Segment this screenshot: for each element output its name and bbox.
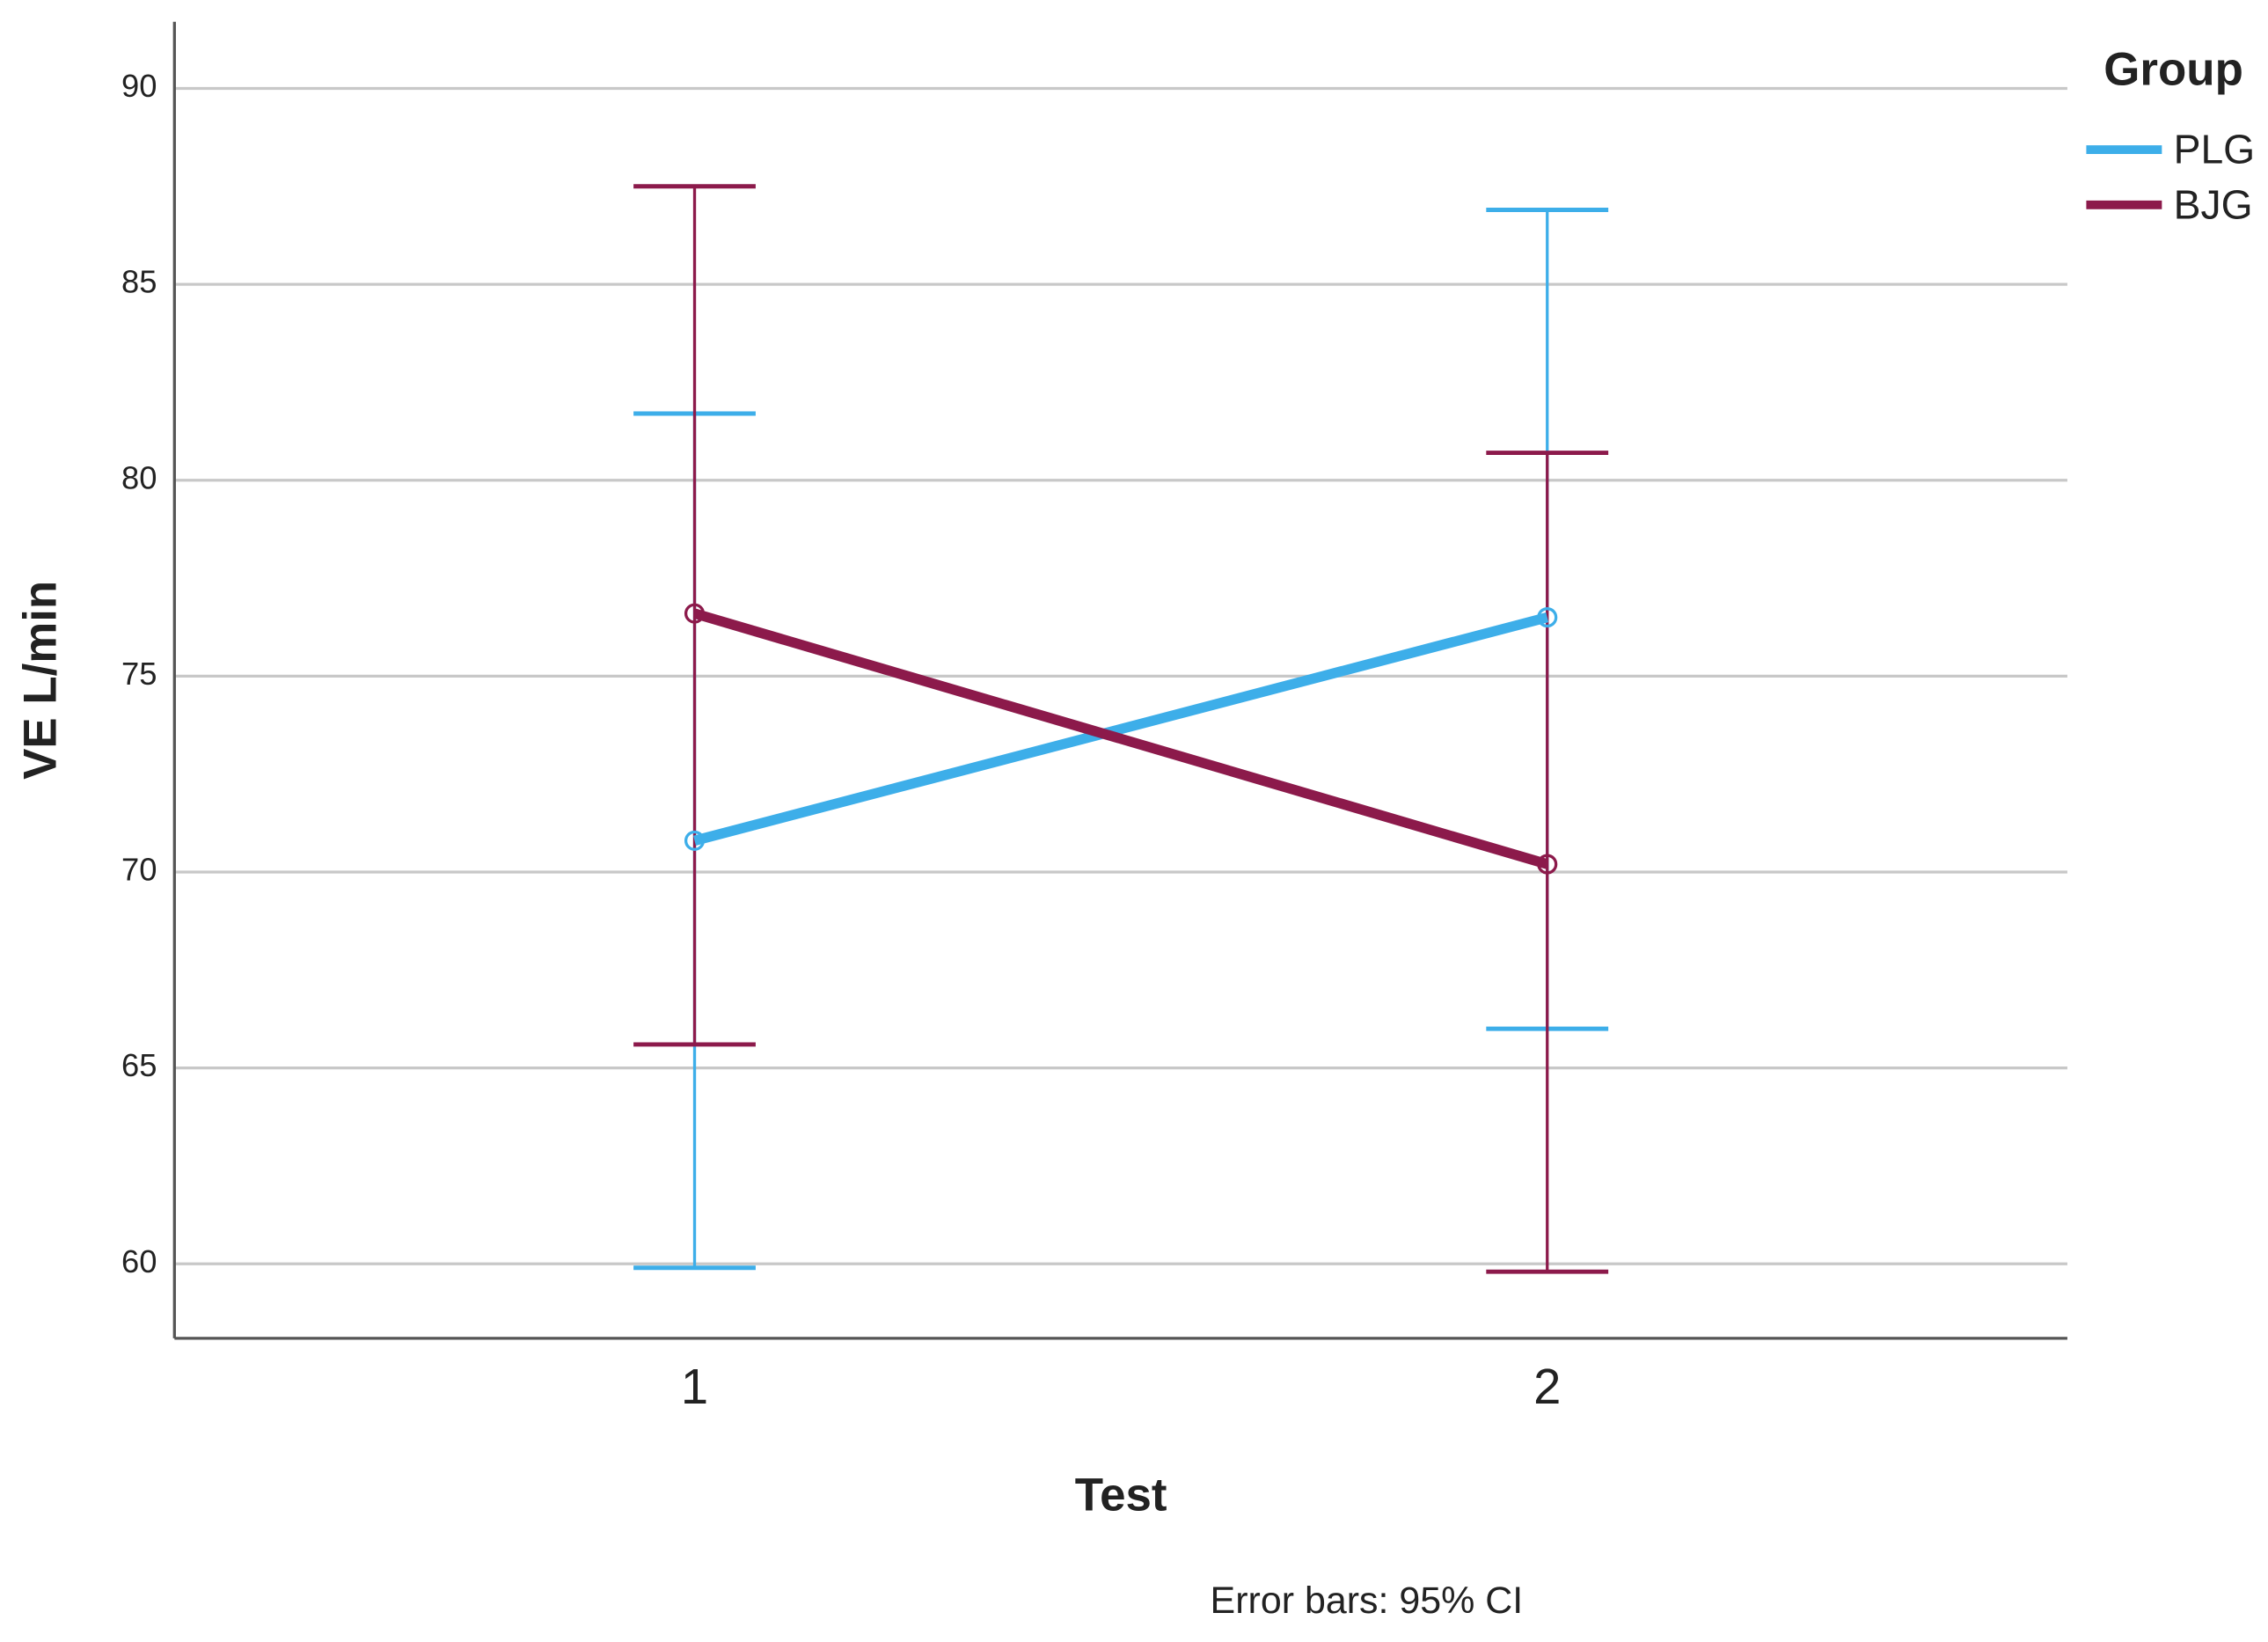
line xyxy=(692,608,1549,869)
legend-label: PLG xyxy=(2174,127,2256,172)
point xyxy=(684,830,706,851)
y-tick-label: 65 xyxy=(121,1047,157,1083)
line xyxy=(693,612,1549,846)
note: Error bars: 95% CI xyxy=(1211,1580,1524,1622)
point xyxy=(684,603,706,624)
y-tick-label: 75 xyxy=(121,656,157,692)
point xyxy=(1537,607,1558,628)
x-axis-label: Test xyxy=(1075,1469,1167,1521)
y-tick-label: 70 xyxy=(121,852,157,888)
y-tick-label: 60 xyxy=(121,1243,157,1279)
x-tick-label: 1 xyxy=(681,1359,708,1414)
y-tick-label: 80 xyxy=(121,459,157,495)
x-tick-label: 2 xyxy=(1533,1359,1561,1414)
legend-label: BJG xyxy=(2174,181,2253,227)
legend-title: Group xyxy=(2103,44,2243,96)
y-tick-label: 85 xyxy=(121,264,157,300)
y-tick-label: 90 xyxy=(121,68,157,104)
point xyxy=(1537,854,1558,875)
y-axis-label: VE L/min xyxy=(15,581,67,780)
